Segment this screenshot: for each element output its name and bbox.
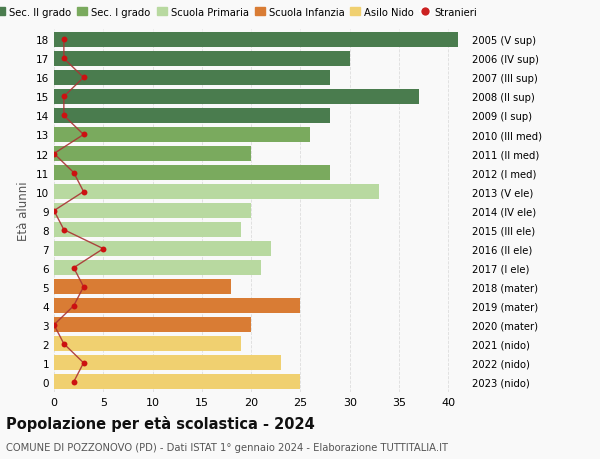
Text: Popolazione per età scolastica - 2024: Popolazione per età scolastica - 2024 — [6, 415, 315, 431]
Point — [69, 264, 79, 272]
Bar — [54, 185, 379, 200]
Bar — [54, 242, 271, 257]
Bar — [54, 261, 261, 275]
Bar — [54, 318, 251, 332]
Bar — [54, 147, 251, 162]
Point — [69, 302, 79, 310]
Bar — [54, 223, 241, 237]
Y-axis label: Età alunni: Età alunni — [17, 181, 31, 241]
Point — [79, 132, 88, 139]
Bar — [54, 336, 241, 352]
Bar — [54, 280, 232, 295]
Point — [49, 321, 59, 329]
Legend: Sec. II grado, Sec. I grado, Scuola Primaria, Scuola Infanzia, Asilo Nido, Stran: Sec. II grado, Sec. I grado, Scuola Prim… — [0, 8, 477, 17]
Bar — [54, 166, 330, 180]
Point — [98, 246, 108, 253]
Point — [49, 207, 59, 215]
Point — [69, 378, 79, 386]
Point — [59, 112, 68, 120]
Point — [59, 226, 68, 234]
Bar — [54, 356, 281, 370]
Bar — [54, 90, 419, 105]
Point — [59, 56, 68, 63]
Bar — [54, 52, 350, 67]
Point — [79, 283, 88, 291]
Bar — [54, 128, 310, 143]
Bar — [54, 71, 330, 86]
Point — [79, 189, 88, 196]
Bar — [54, 375, 301, 389]
Point — [59, 341, 68, 348]
Bar — [54, 204, 251, 218]
Bar — [54, 109, 330, 123]
Point — [79, 359, 88, 367]
Point — [59, 94, 68, 101]
Bar — [54, 299, 301, 313]
Point — [49, 151, 59, 158]
Text: COMUNE DI POZZONOVO (PD) - Dati ISTAT 1° gennaio 2024 - Elaborazione TUTTITALIA.: COMUNE DI POZZONOVO (PD) - Dati ISTAT 1°… — [6, 442, 448, 452]
Bar — [54, 33, 458, 48]
Point — [69, 169, 79, 177]
Point — [59, 37, 68, 44]
Point — [79, 74, 88, 82]
